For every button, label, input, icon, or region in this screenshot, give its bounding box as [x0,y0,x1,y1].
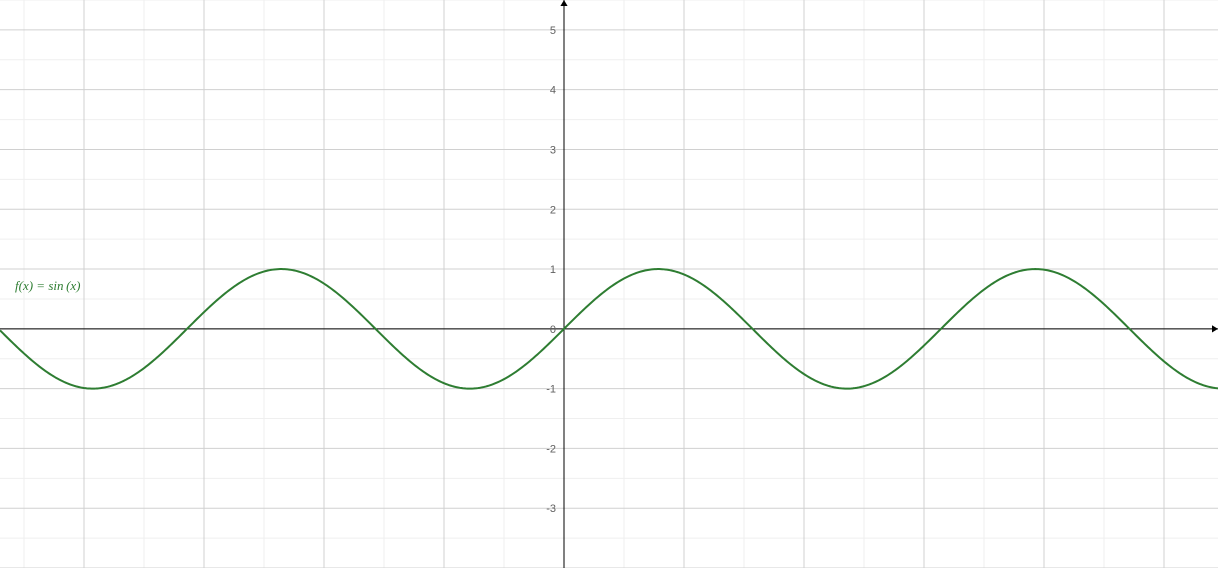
svg-text:2: 2 [550,204,556,216]
svg-text:-2: -2 [546,443,556,455]
svg-text:0: 0 [550,324,556,336]
function-plot: -3 -2 -1 0 1 2 3 4 5 [0,0,1218,568]
svg-text:3: 3 [550,144,556,156]
svg-text:4: 4 [550,85,556,97]
svg-text:-3: -3 [546,503,556,515]
svg-text:5: 5 [550,25,556,37]
svg-text:-1: -1 [546,384,556,396]
function-label: f(x) = sin (x) [15,278,81,294]
svg-text:1: 1 [550,264,556,276]
